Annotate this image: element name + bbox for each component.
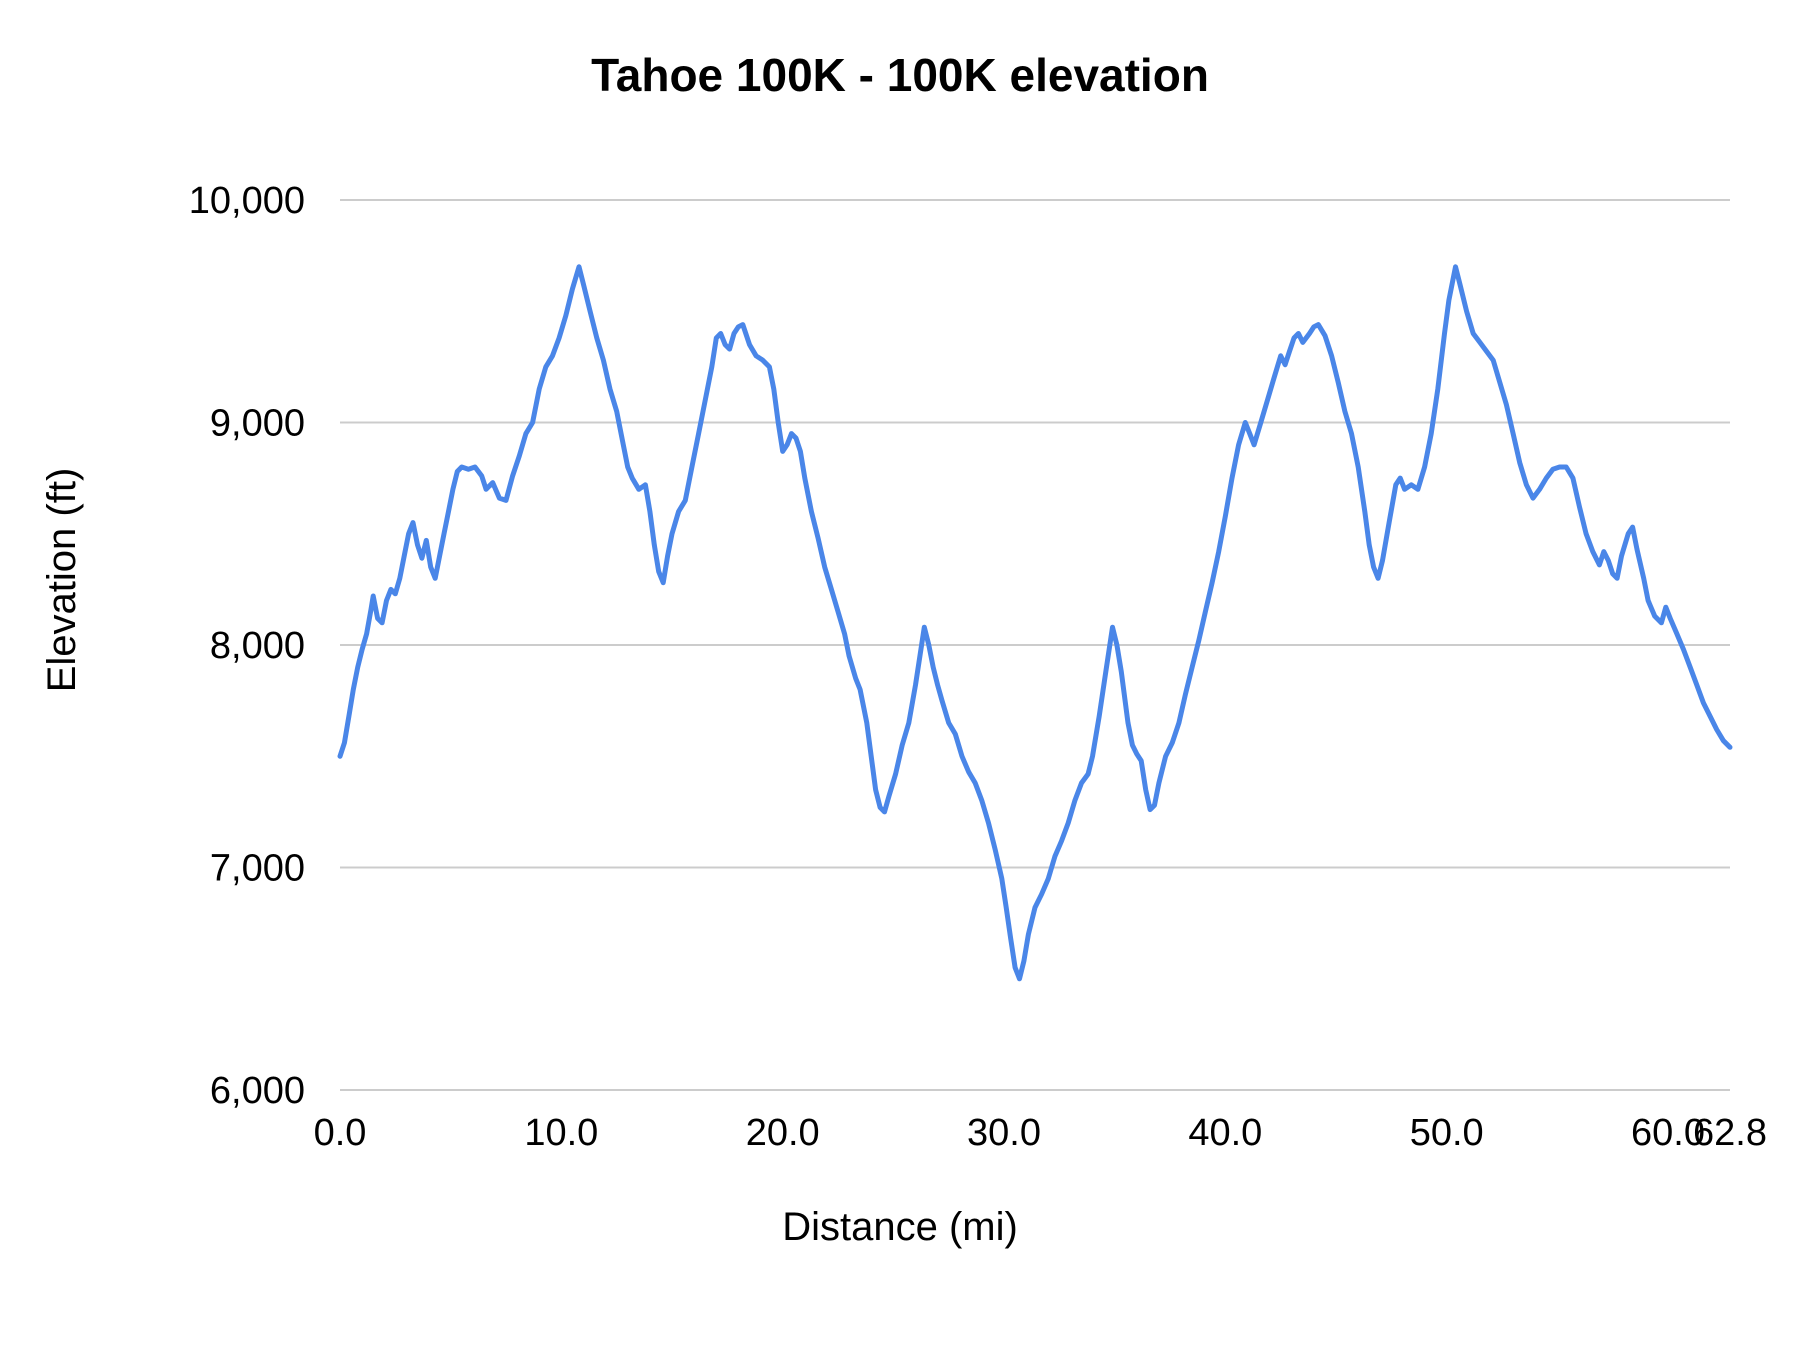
x-tick-label: 60.0 (1631, 1112, 1705, 1154)
x-tick-label: 10.0 (524, 1112, 598, 1154)
y-tick-label: 9,000 (210, 403, 305, 445)
x-tick-label: 20.0 (746, 1112, 820, 1154)
y-tick-label: 8,000 (210, 625, 305, 667)
x-tick-label: 62.8 (1693, 1112, 1767, 1154)
series-line-elevation (337, 264, 1733, 982)
y-tick-label: 7,000 (210, 848, 305, 890)
y-tick-label: 6,000 (210, 1070, 305, 1112)
x-axis-title: Distance (mi) (782, 1205, 1018, 1249)
x-tick-label: 40.0 (1188, 1112, 1262, 1154)
y-tick-label: 10,000 (189, 180, 305, 222)
x-tick-label: 50.0 (1410, 1112, 1484, 1154)
chart-title: Tahoe 100K - 100K elevation (591, 49, 1209, 101)
x-tick-label: 0.0 (314, 1112, 367, 1154)
x-tick-label: 30.0 (967, 1112, 1041, 1154)
